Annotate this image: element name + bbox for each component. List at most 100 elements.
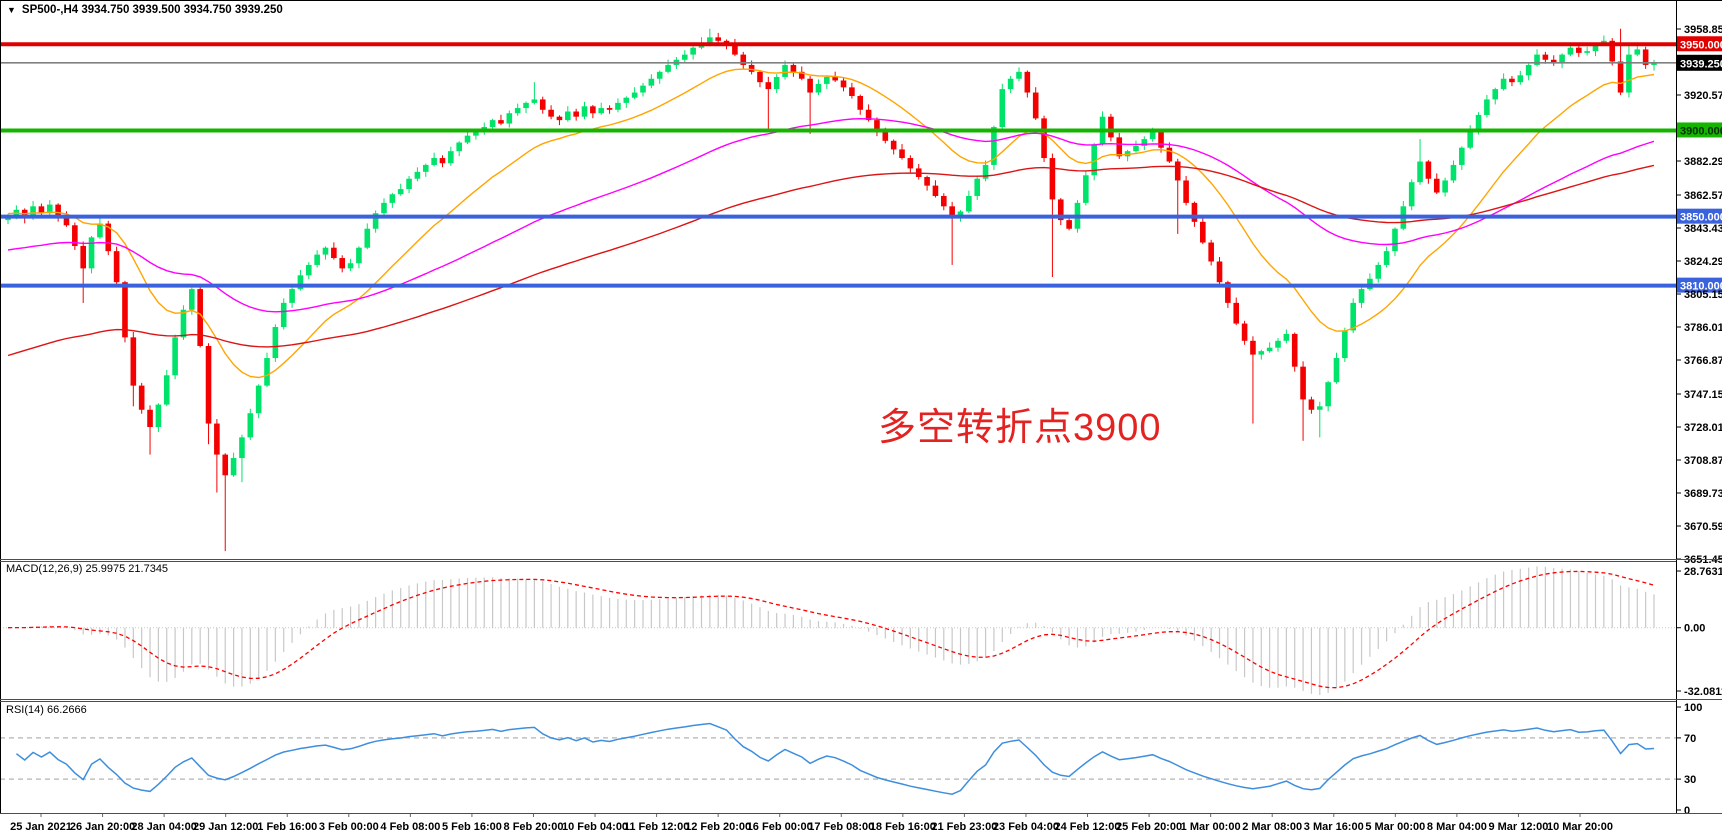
candle	[1241, 323, 1248, 341]
hline-3850[interactable]: 3850.000	[0, 208, 1722, 224]
hline-3810[interactable]: 3810.000	[0, 277, 1722, 293]
svg-text:5 Feb 16:00: 5 Feb 16:00	[442, 821, 502, 833]
candle	[381, 202, 387, 214]
candle	[498, 120, 504, 124]
candle	[322, 247, 329, 255]
svg-text:28.7631: 28.7631	[1684, 566, 1722, 578]
candle	[514, 108, 521, 114]
candle	[1350, 302, 1357, 331]
candle	[397, 189, 404, 195]
candle	[1559, 54, 1565, 64]
candle	[824, 77, 830, 84]
candle	[422, 164, 429, 172]
svg-text:3850.000: 3850.000	[1680, 212, 1722, 224]
candle	[264, 358, 270, 386]
symbol-ohlc-label: SP500-,H4 3934.750 3939.500 3934.750 393…	[21, 4, 283, 16]
rsi-axis[interactable]: 100 70 30 0	[1676, 702, 1702, 817]
candle	[314, 254, 320, 265]
svg-text:5 Mar 00:00: 5 Mar 00:00	[1365, 821, 1425, 833]
candle	[1475, 114, 1482, 131]
candle	[1617, 61, 1624, 93]
candle	[565, 111, 571, 121]
candle	[1083, 175, 1089, 203]
hline-3900[interactable]: 3900.000	[0, 122, 1722, 138]
svg-text:17 Feb 08:00: 17 Feb 08:00	[808, 821, 874, 833]
candle	[1534, 54, 1540, 65]
svg-text:3920.570: 3920.570	[1684, 90, 1722, 102]
chevron-down-icon[interactable]: ▼	[7, 4, 16, 15]
candle	[999, 89, 1006, 128]
candle	[1250, 340, 1256, 355]
candle	[1383, 251, 1390, 265]
price-tag-3850	[1677, 208, 1722, 224]
candle	[656, 71, 663, 79]
svg-text:2 Mar 08:00: 2 Mar 08:00	[1242, 821, 1302, 833]
candle	[1091, 144, 1097, 176]
candle	[991, 127, 997, 165]
candle	[1325, 382, 1331, 407]
svg-text:10 Mar 20:00: 10 Mar 20:00	[1547, 821, 1613, 833]
svg-text:3747.150: 3747.150	[1684, 389, 1722, 401]
svg-text:3862.570: 3862.570	[1684, 190, 1722, 202]
candle	[1342, 330, 1348, 359]
candle	[631, 92, 638, 98]
svg-text:9 Mar 12:00: 9 Mar 12:00	[1488, 821, 1548, 833]
candle	[414, 171, 421, 179]
candle	[172, 337, 178, 376]
svg-text:11 Feb 12:00: 11 Feb 12:00	[624, 821, 689, 833]
candle	[1651, 62, 1657, 65]
svg-text:3670.590: 3670.590	[1684, 521, 1722, 533]
candle	[1626, 54, 1632, 93]
candle	[1509, 78, 1515, 83]
candle	[389, 194, 396, 203]
hline-3950[interactable]: 3950.000	[0, 36, 1722, 52]
candle	[765, 82, 772, 90]
candle	[247, 413, 254, 438]
candle	[681, 54, 688, 60]
candle	[707, 37, 713, 43]
svg-text:21 Feb 23:00: 21 Feb 23:00	[931, 821, 997, 833]
svg-text:3708.870: 3708.870	[1684, 455, 1722, 467]
candle	[899, 149, 905, 159]
candle	[1375, 264, 1382, 279]
candle	[1584, 51, 1590, 53]
candle	[280, 302, 287, 328]
candle	[456, 142, 462, 152]
candle	[1275, 340, 1281, 348]
candle	[1200, 221, 1206, 243]
candle	[1517, 75, 1524, 83]
price-axis[interactable]: 3958.850 3920.570 3882.290 3862.570 3843.430…	[1676, 24, 1722, 566]
candle	[364, 228, 371, 248]
horizontal-levels[interactable]: 3950.000 3900.000 3850.000 3810.000	[0, 36, 1722, 293]
candle	[932, 185, 939, 196]
candle	[1007, 78, 1014, 90]
candle	[255, 385, 262, 414]
svg-text:1 Mar 00:00: 1 Mar 00:00	[1181, 821, 1241, 833]
candle	[1108, 116, 1114, 138]
candle	[1149, 132, 1156, 140]
svg-text:12 Feb 20:00: 12 Feb 20:00	[685, 821, 751, 833]
candle	[339, 258, 346, 269]
candle	[147, 409, 153, 428]
svg-text:8 Feb 20:00: 8 Feb 20:00	[504, 821, 564, 833]
candle	[874, 120, 880, 133]
svg-text:28 Jan 04:00: 28 Jan 04:00	[131, 821, 196, 833]
candle	[974, 178, 981, 196]
svg-text:3766.870: 3766.870	[1684, 355, 1722, 367]
candle	[757, 71, 763, 83]
svg-text:3786.010: 3786.010	[1684, 322, 1722, 334]
candle	[197, 289, 203, 346]
candle	[1300, 366, 1306, 400]
candle	[88, 237, 95, 269]
candle	[1183, 180, 1189, 203]
candle	[1233, 302, 1240, 324]
svg-text:30: 30	[1684, 774, 1696, 786]
candle	[1133, 145, 1139, 152]
candle	[1032, 92, 1039, 119]
candle	[1567, 47, 1574, 55]
svg-text:29 Jan 12:00: 29 Jan 12:00	[193, 821, 258, 833]
symbol-header[interactable]: ▼ SP500-,H4 3934.750 3939.500 3934.750 3…	[7, 4, 283, 16]
